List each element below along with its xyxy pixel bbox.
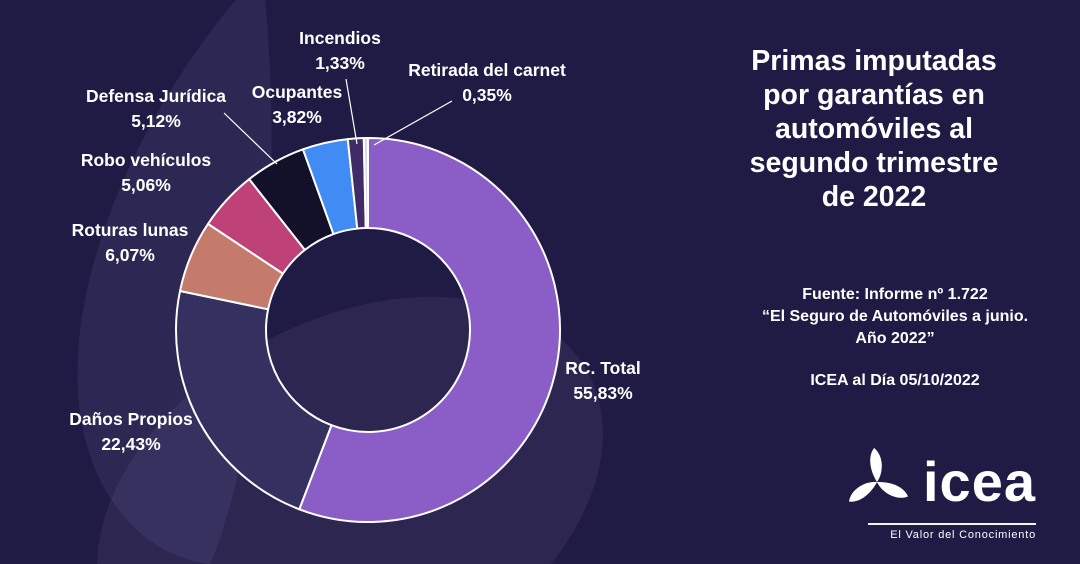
- segment-value: 5,12%: [131, 111, 181, 131]
- label-roturas-lunas: Roturas lunas 6,07%: [45, 218, 215, 268]
- title-line: de 2022: [821, 181, 927, 213]
- logo-tagline: El Valor del Conocimiento: [890, 528, 1036, 541]
- segment-label: Roturas lunas: [71, 220, 189, 240]
- title-line: automóviles al: [775, 113, 973, 145]
- donut-segments: [175, 136, 561, 523]
- segment-value: 22,43%: [101, 434, 161, 454]
- leader-line-retirada-del-carnet: [373, 100, 453, 146]
- segment-label: Ocupantes: [251, 82, 343, 102]
- source-text: Fuente: Informe nº 1.722 “El Seguro de A…: [740, 284, 1050, 350]
- donut-segment-danos-propios: [175, 290, 333, 511]
- title-line: Primas imputadas: [751, 45, 997, 77]
- icea-pinwheel-icon: [848, 447, 908, 502]
- segment-label: RC. Total: [565, 358, 641, 378]
- publication-date: ICEA al Día 05/10/2022: [810, 372, 980, 389]
- label-robo-vehiculos: Robo vehículos 5,06%: [61, 148, 231, 198]
- source-line: Fuente: Informe nº 1.722: [802, 286, 988, 303]
- title-line: por garantías en: [763, 79, 985, 111]
- leader-line-defensa-juridica: [223, 112, 278, 165]
- label-danos-propios: Daños Propios 22,43%: [46, 407, 216, 457]
- leader-line-incendios: [345, 78, 358, 145]
- label-incendios: Incendios 1,33%: [280, 26, 400, 76]
- logo-row: icea: [784, 446, 1036, 518]
- label-ocupantes: Ocupantes 3,82%: [232, 80, 362, 130]
- segment-value: 0,35%: [462, 85, 512, 105]
- segment-label: Incendios: [299, 28, 381, 48]
- segment-label: Retirada del carnet: [408, 60, 566, 80]
- segment-value: 3,82%: [272, 107, 322, 127]
- label-retirada-del-carnet: Retirada del carnet 0,35%: [392, 58, 582, 108]
- source-line: “El Seguro de Automóviles a junio.: [761, 308, 1029, 325]
- segment-label: Defensa Jurídica: [85, 86, 227, 106]
- source-line: Año 2022”: [855, 330, 935, 347]
- donut-segment-retirada-del-carnet: [362, 136, 369, 230]
- label-defensa-juridica: Defensa Jurídica 5,12%: [61, 84, 251, 134]
- logo-wordmark: icea: [923, 450, 1036, 513]
- segment-value: 6,07%: [105, 245, 155, 265]
- title-line: segundo trimestre: [749, 147, 999, 179]
- page-title: Primas imputadas por garantías en automó…: [708, 44, 1040, 214]
- segment-label: Robo vehículos: [80, 150, 212, 170]
- icea-logo: icea El Valor del Conocimiento: [784, 446, 1036, 541]
- segment-value: 1,33%: [315, 53, 365, 73]
- logo-divider: [868, 523, 1036, 525]
- segment-label: Daños Propios: [69, 409, 193, 429]
- donut-segment-rc-total: [298, 137, 561, 523]
- label-rc-total: RC. Total 55,83%: [533, 356, 673, 406]
- segment-value: 55,83%: [573, 383, 633, 403]
- segment-value: 5,06%: [121, 175, 171, 195]
